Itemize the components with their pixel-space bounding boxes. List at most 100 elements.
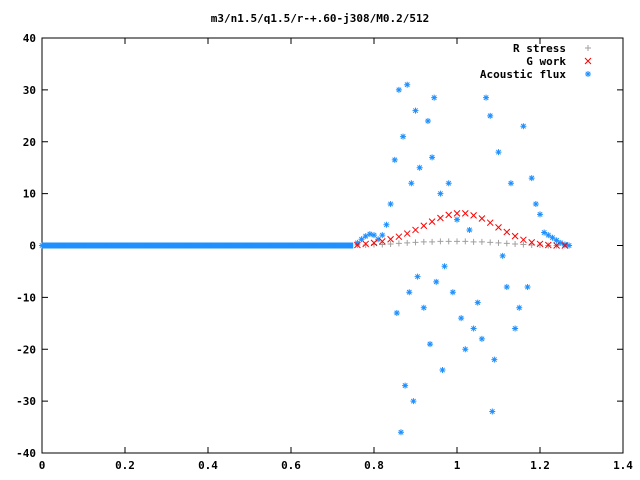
data-point <box>436 190 444 198</box>
data-point <box>519 122 527 130</box>
data-point <box>461 237 469 245</box>
data-point <box>397 428 405 436</box>
data-point <box>486 112 494 120</box>
data-point <box>457 314 465 322</box>
y-tick-label: 10 <box>23 188 36 201</box>
data-point <box>142 242 150 249</box>
legend-label: Acoustic flux <box>480 68 566 81</box>
data-point <box>362 241 370 249</box>
data-point <box>470 325 478 332</box>
legend-marker <box>584 57 592 65</box>
data-point <box>420 222 428 230</box>
data-point <box>59 242 67 249</box>
data-point <box>395 239 403 247</box>
data-point <box>511 325 519 332</box>
data-point <box>412 226 419 234</box>
data-point <box>225 242 233 249</box>
data-point <box>436 214 444 222</box>
x-tick-label: 0 <box>39 459 46 472</box>
data-point <box>163 242 170 249</box>
data-point <box>308 242 316 249</box>
data-point <box>401 382 409 390</box>
data-point <box>478 215 486 223</box>
x-tick-label: 0.4 <box>198 459 218 472</box>
data-point <box>366 230 374 238</box>
data-point <box>465 226 473 234</box>
data-point <box>503 283 511 291</box>
y-tick-label: -30 <box>16 395 36 408</box>
data-point <box>405 288 413 296</box>
data-point <box>495 148 502 156</box>
x-axis-ticks: 0 0.2 0.4 0.6 0.8 1 1.2 1.4 <box>39 38 633 472</box>
x-tick-label: 0.6 <box>281 459 301 472</box>
data-point <box>420 304 428 312</box>
data-point <box>345 242 353 249</box>
data-point <box>488 408 496 415</box>
data-point <box>445 237 453 245</box>
legend-label: G work <box>526 55 566 68</box>
data-point <box>445 179 453 187</box>
data-point <box>511 232 519 240</box>
legend-label: R stress <box>513 42 566 55</box>
data-point <box>486 238 494 246</box>
data-point <box>536 241 544 249</box>
data-point <box>412 238 419 246</box>
y-tick-label: -40 <box>16 447 36 460</box>
data-point <box>414 273 422 281</box>
data-point <box>436 237 444 245</box>
x-tick-label: 0.8 <box>364 459 384 472</box>
data-point <box>416 164 424 172</box>
data-point <box>507 179 515 187</box>
data-point <box>503 239 511 247</box>
data-point <box>453 209 461 217</box>
data-point <box>378 231 386 239</box>
y-tick-label: 20 <box>23 136 36 149</box>
series-acoustic-flux <box>38 81 573 436</box>
data-point <box>561 240 569 248</box>
x-tick-label: 1 <box>454 459 461 472</box>
data-point <box>246 242 253 249</box>
data-point <box>532 200 540 208</box>
data-point <box>387 200 395 208</box>
data-point <box>428 153 436 161</box>
data-point <box>495 223 502 231</box>
data-point <box>399 133 407 141</box>
data-point <box>183 242 191 249</box>
y-tick-label: -10 <box>16 291 36 304</box>
data-point <box>474 299 482 307</box>
x-tick-label: 0.2 <box>115 459 135 472</box>
data-point <box>461 345 469 353</box>
data-point <box>407 179 415 187</box>
data-point <box>503 228 511 236</box>
data-point <box>453 237 461 245</box>
data-point <box>266 242 274 249</box>
y-tick-label: 0 <box>29 240 36 253</box>
legend-marker <box>584 44 592 52</box>
data-point <box>204 242 212 249</box>
x-tick-label: 1.4 <box>613 459 633 472</box>
data-point <box>395 86 403 94</box>
data-point <box>482 94 490 102</box>
data-point <box>287 242 295 249</box>
data-point <box>495 239 502 247</box>
data-point <box>524 283 532 291</box>
data-point <box>490 356 498 364</box>
y-tick-label: -20 <box>16 343 36 356</box>
y-tick-label: 40 <box>23 32 36 45</box>
data-point <box>430 94 438 102</box>
data-point <box>461 209 469 217</box>
data-point <box>329 242 336 249</box>
y-axis-ticks: 40 30 20 10 0 -10 -20 -30 -40 <box>16 32 623 460</box>
data-point <box>80 242 87 249</box>
y-tick-label: 30 <box>23 84 36 97</box>
series-g-work <box>353 209 569 249</box>
data-point <box>453 216 461 224</box>
data-point <box>499 252 507 260</box>
chart-title: m3/n1.5/q1.5/r-+.60-j308/M0.2/512 <box>211 12 430 25</box>
data-point <box>100 242 108 249</box>
data-point <box>412 107 419 115</box>
data-point <box>424 117 432 125</box>
data-point <box>395 233 403 241</box>
